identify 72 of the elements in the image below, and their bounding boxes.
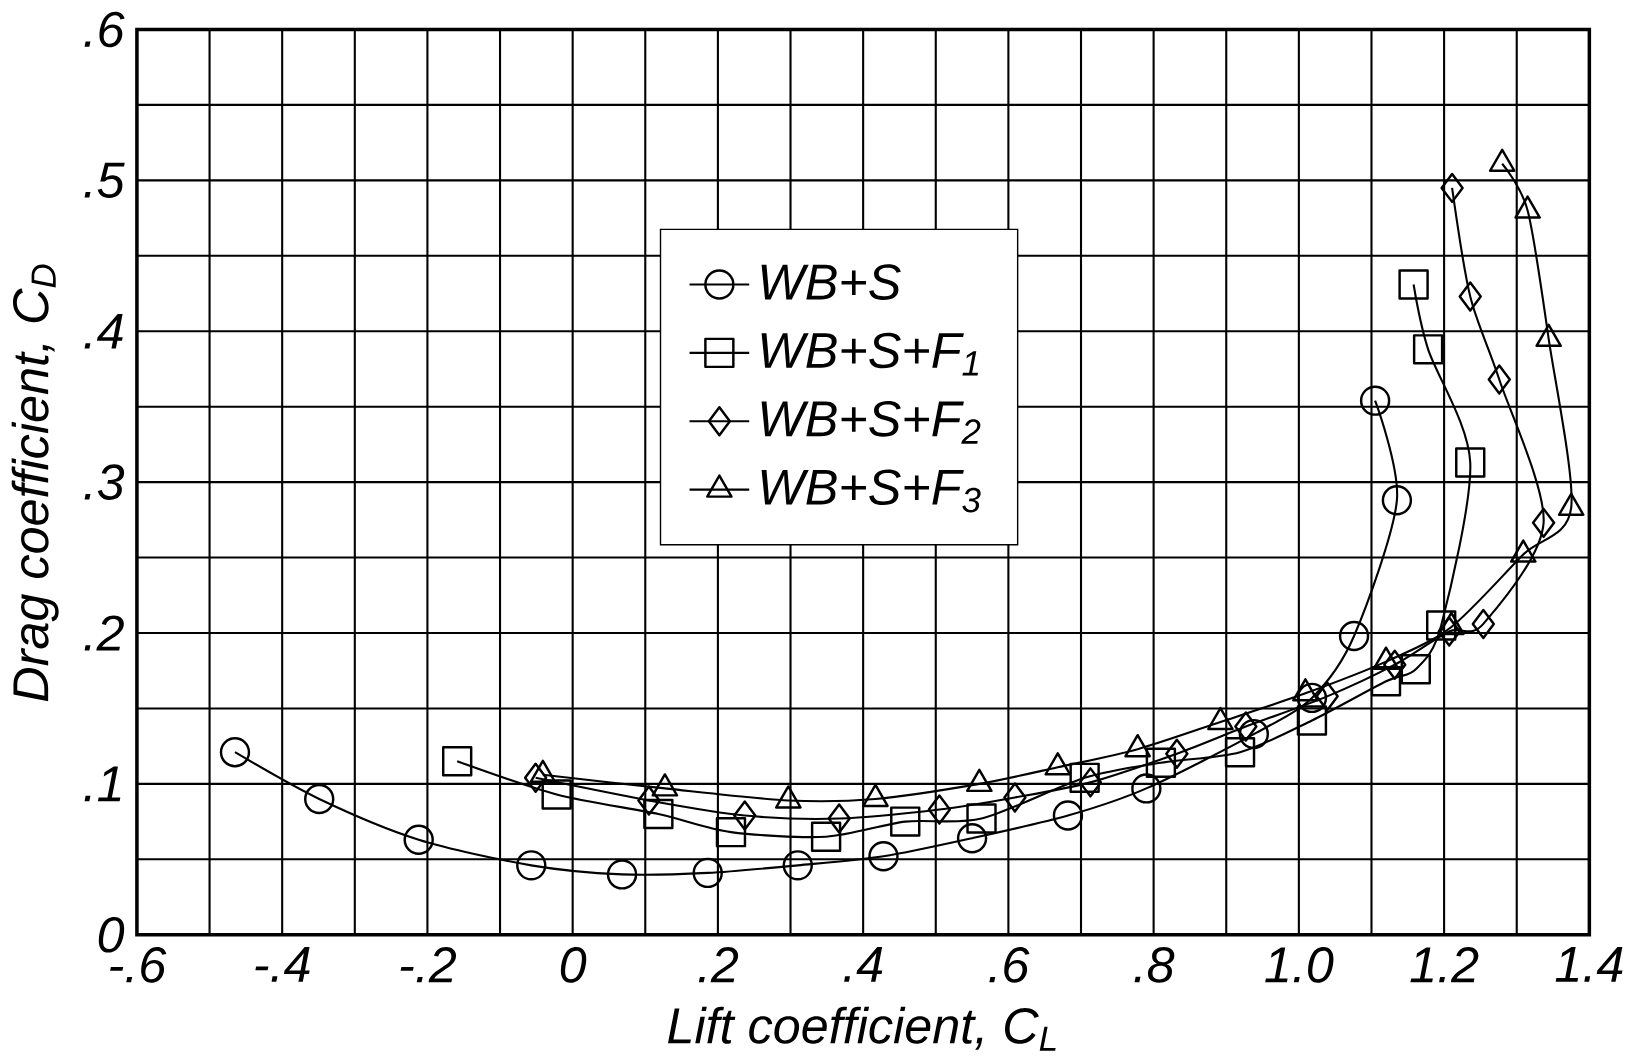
point — [1338, 620, 1370, 652]
point — [1412, 333, 1444, 365]
point — [692, 857, 723, 888]
x-tick-label: 1.4 — [1555, 946, 1623, 982]
x-tick-label: 1.2 — [1410, 946, 1479, 983]
point — [966, 803, 997, 834]
x-axis-title: Lift coefficient, C$_{L}$ — [668, 1006, 1056, 1051]
point — [1052, 800, 1084, 831]
point — [956, 822, 988, 854]
point — [1455, 447, 1486, 478]
legend-label: WB+S+F$_{2}$ — [761, 400, 981, 444]
point — [868, 840, 899, 872]
x-tick-label: .4 — [844, 946, 883, 982]
point — [1003, 782, 1027, 813]
point — [1370, 665, 1402, 697]
point — [541, 779, 572, 810]
y-tick-label: .5 — [84, 162, 125, 198]
point — [523, 762, 548, 793]
point — [890, 806, 921, 837]
point — [1458, 281, 1482, 312]
y-tick-label: .6 — [84, 11, 125, 48]
point — [1359, 385, 1391, 416]
y-axis-title: Drag coefficient, C$_{D}$ — [11, 264, 59, 701]
point — [1315, 680, 1339, 712]
point — [1398, 269, 1429, 300]
point — [1437, 616, 1461, 647]
point — [1383, 649, 1407, 680]
point — [1440, 172, 1464, 203]
x-tick-label: .2 — [698, 946, 739, 983]
point — [1224, 736, 1256, 768]
x-tick-label: 0 — [560, 946, 587, 983]
point — [637, 785, 661, 816]
point — [1131, 772, 1162, 804]
y-tick-label: .4 — [84, 313, 123, 349]
point — [827, 803, 851, 834]
x-tick-label: .8 — [1134, 946, 1175, 983]
point — [1234, 711, 1258, 742]
point — [1165, 738, 1189, 769]
point — [403, 824, 434, 855]
x-tick-label: 1.0 — [1265, 946, 1334, 983]
point — [1238, 718, 1270, 750]
point — [1296, 682, 1328, 713]
point — [1381, 484, 1413, 516]
point — [606, 858, 638, 890]
legend-label: WB+S — [761, 264, 901, 300]
legend-label: WB+S+F$_{1}$ — [761, 332, 978, 376]
point — [441, 745, 473, 777]
y-tick-label: .2 — [84, 615, 124, 651]
point — [516, 849, 547, 881]
point — [927, 794, 952, 825]
point — [715, 816, 747, 848]
point — [810, 821, 842, 852]
point — [733, 800, 757, 831]
point — [1471, 608, 1496, 639]
point — [1425, 610, 1457, 641]
point — [1400, 653, 1431, 685]
point — [782, 849, 813, 881]
point — [219, 736, 251, 768]
point — [1145, 747, 1177, 778]
x-tick-label: .6 — [989, 946, 1030, 983]
y-tick-label: .1 — [84, 766, 121, 801]
point — [1069, 762, 1100, 793]
point — [1296, 705, 1328, 736]
x-tick-label: -.4 — [255, 946, 310, 982]
point — [1078, 766, 1103, 798]
x-tick-label: -.2 — [400, 946, 457, 983]
y-tick-label: .3 — [84, 464, 125, 500]
point — [1531, 507, 1556, 538]
point — [1487, 364, 1512, 395]
point — [643, 798, 674, 830]
point — [304, 783, 335, 814]
legend-label: WB+S+F$_{3}$ — [761, 469, 981, 513]
